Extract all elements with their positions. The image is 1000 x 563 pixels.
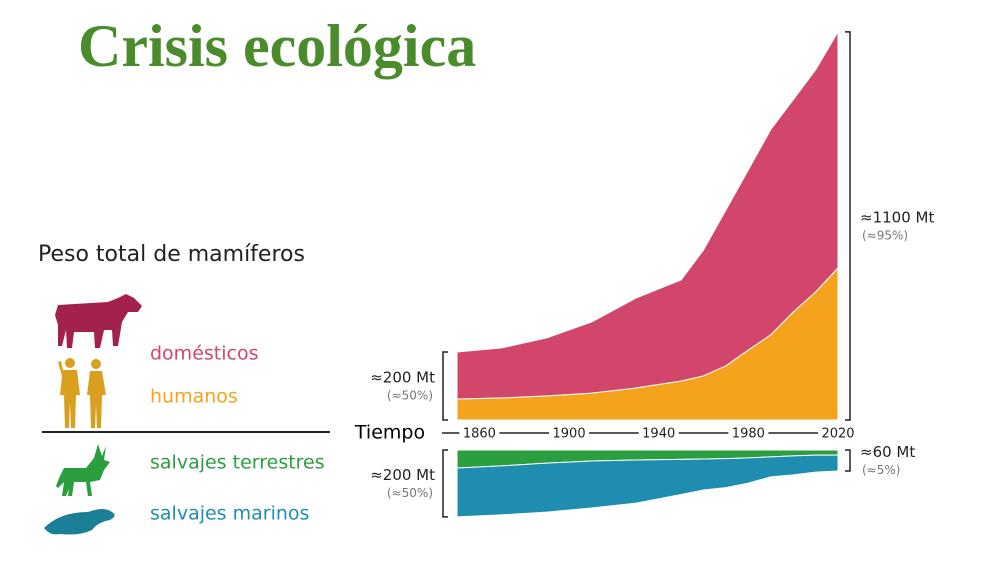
seal-icon: [44, 509, 115, 535]
x-tick-label: 1860: [463, 427, 496, 442]
annotation: ≈200 Mt: [370, 466, 435, 484]
annotation-note: (≈95%): [862, 228, 908, 242]
bracket: [845, 31, 851, 421]
title: Crisis ecológica: [78, 13, 476, 79]
cow-icon: [55, 294, 142, 348]
x-tick-label: 1900: [553, 427, 586, 442]
legend-label: domésticos: [150, 343, 258, 365]
tick-background: [728, 425, 769, 441]
subtitle: Peso total de mamíferos: [38, 242, 305, 267]
x-tick-label: 1980: [732, 427, 765, 442]
annotation: ≈1100 Mt: [860, 208, 934, 226]
legend-label: humanos: [150, 386, 238, 408]
annotation-note: (≈5%): [862, 463, 900, 477]
tick-background: [549, 425, 590, 441]
area: [456, 31, 839, 400]
annotation: ≈200 Mt: [370, 369, 435, 387]
x-tick-label: 1940: [642, 427, 675, 442]
x-tick-label: 2020: [821, 427, 854, 442]
annotation: ≈60 Mt: [860, 443, 915, 461]
tick-background: [638, 425, 679, 441]
tick-background: [459, 425, 500, 441]
x-axis-label: Tiempo: [354, 422, 425, 444]
bracket: [442, 449, 448, 518]
deer-icon: [56, 444, 110, 496]
bracket: [442, 351, 448, 421]
annotation-note: (≈50%): [387, 486, 433, 500]
humans-icon: [58, 358, 106, 428]
annotation-note: (≈50%): [387, 389, 433, 403]
legend-label: salvajes terrestres: [150, 452, 325, 474]
area: [456, 454, 839, 518]
bracket: [845, 449, 851, 472]
legend-label: salvajes marinos: [150, 503, 309, 525]
tick-background: [818, 425, 858, 441]
